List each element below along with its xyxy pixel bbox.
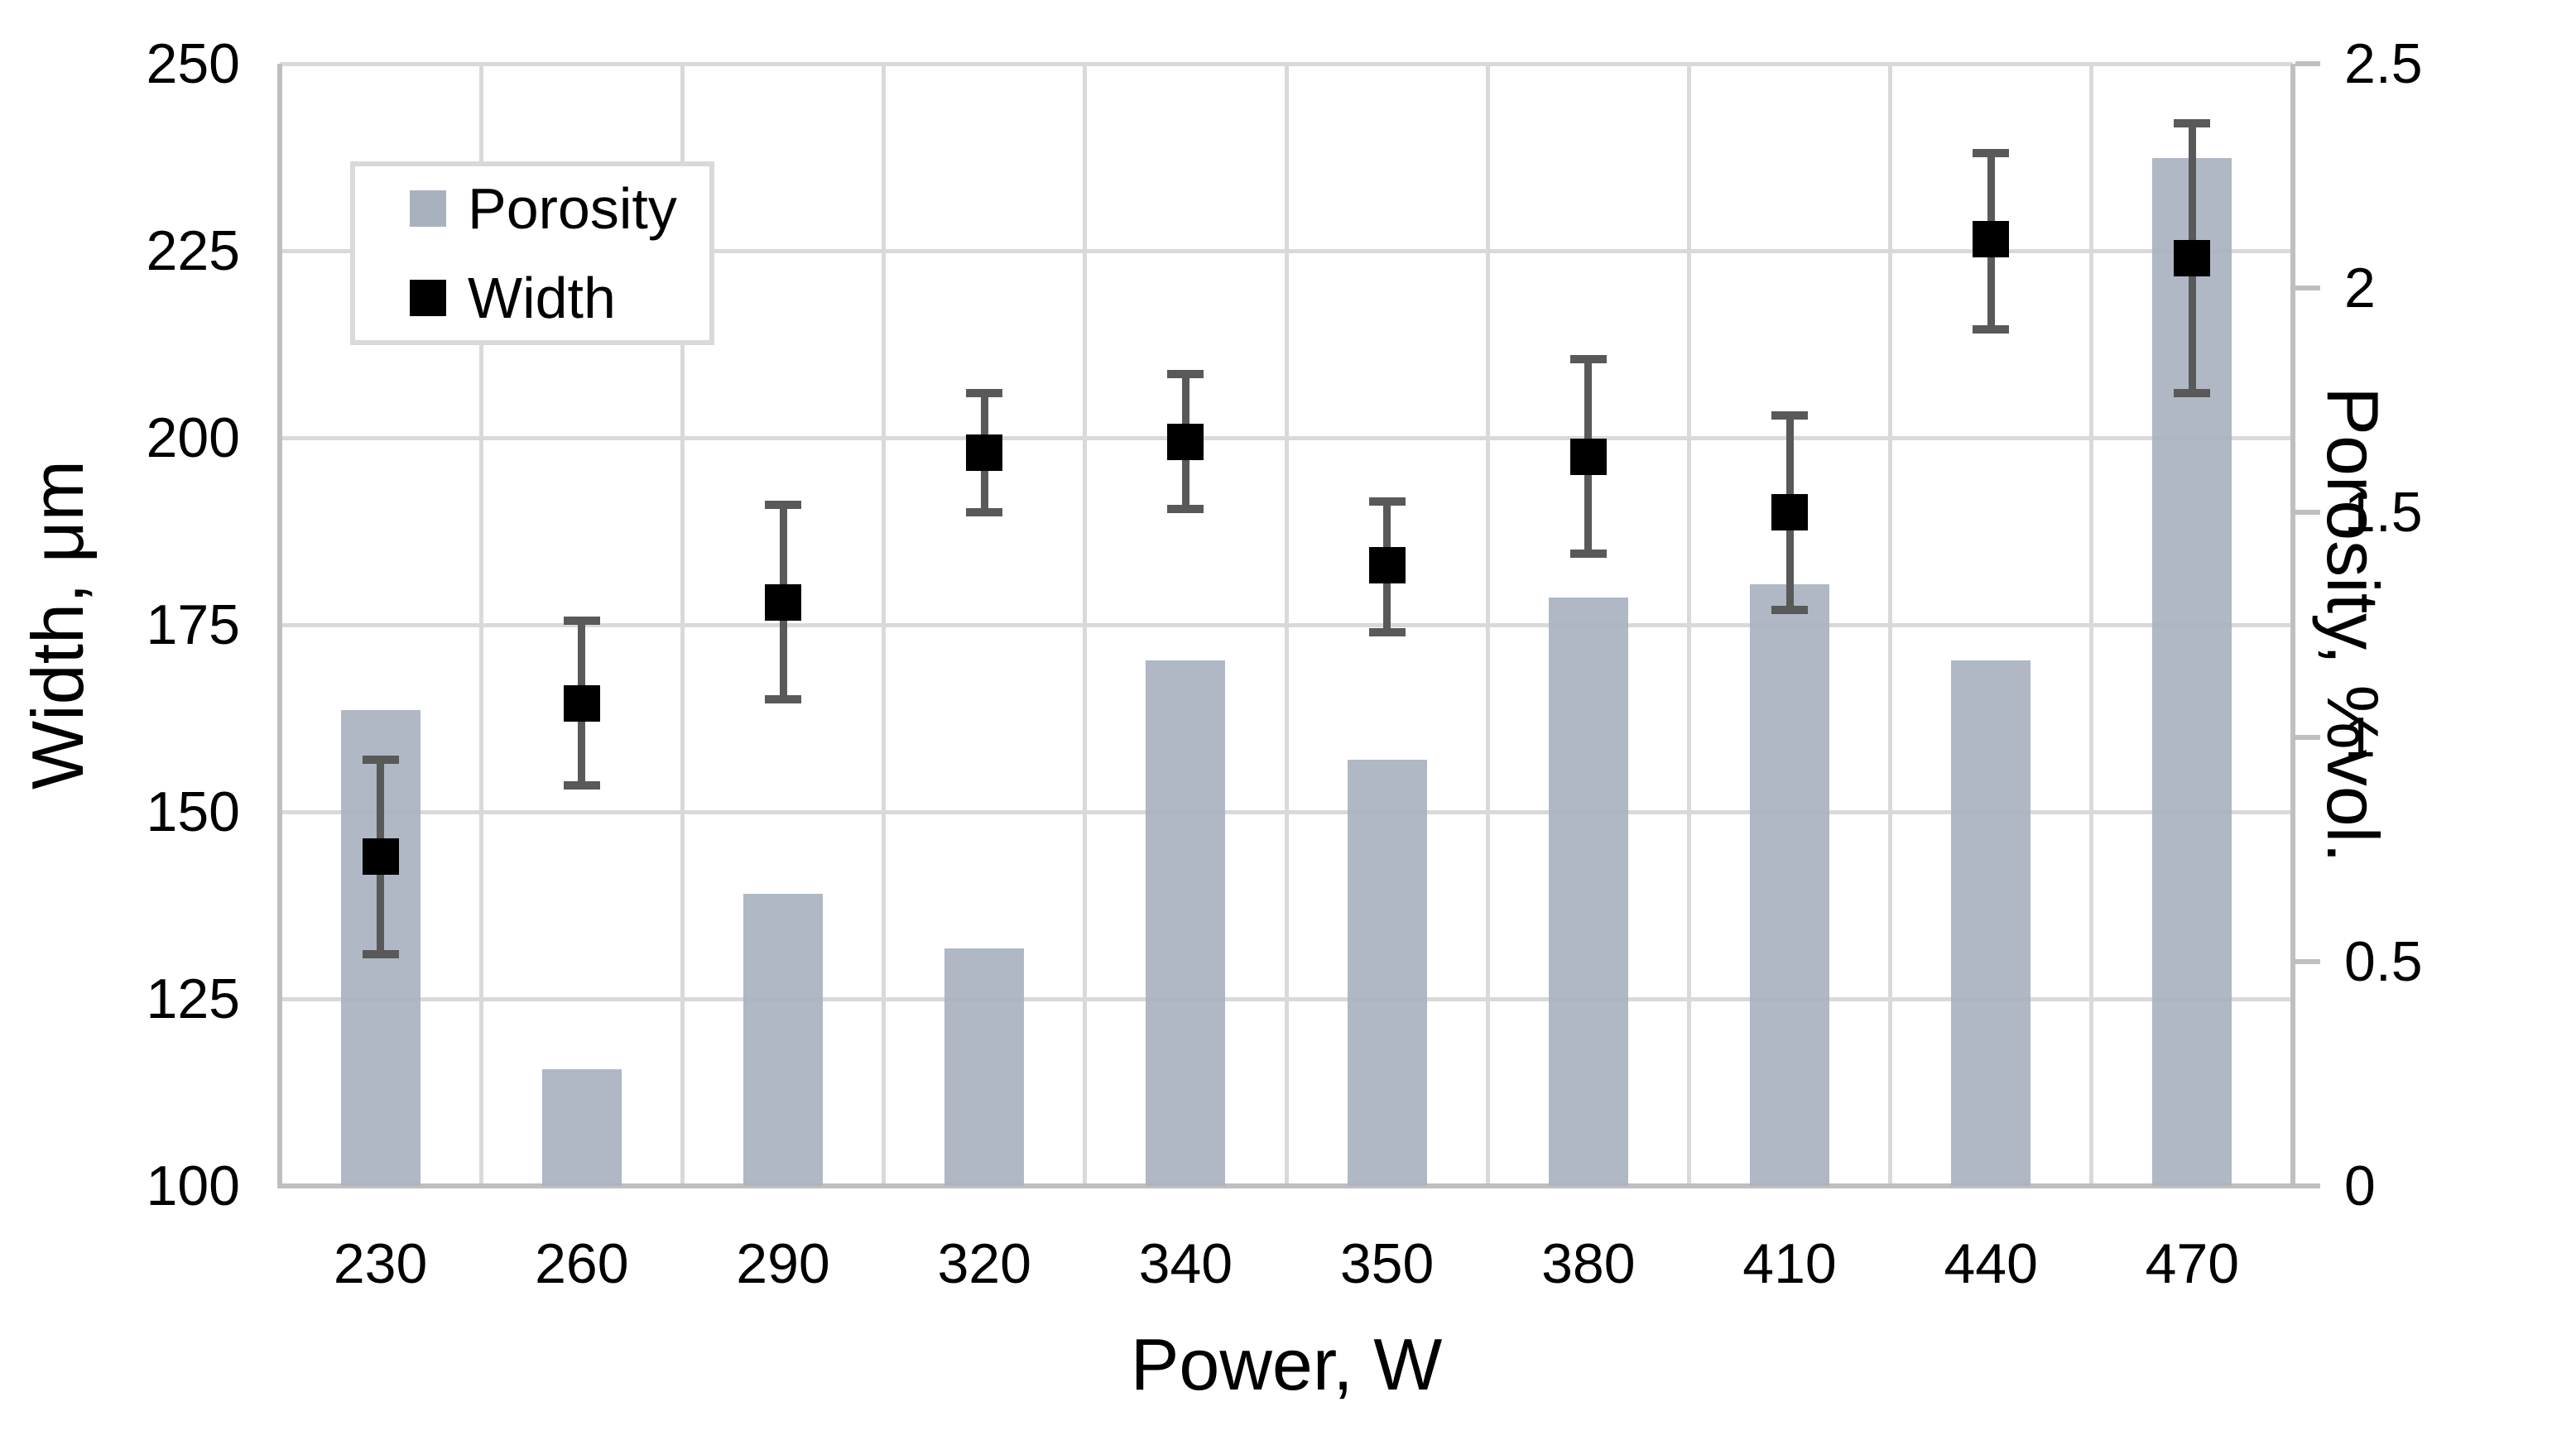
gridline-vertical xyxy=(882,64,887,1186)
y-left-tick-label: 175 xyxy=(146,593,240,656)
legend-item-width: Width xyxy=(410,269,709,327)
y-left-tick-label: 250 xyxy=(146,32,240,95)
right-axis-tick xyxy=(2295,958,2320,964)
width-error-cap-bottom xyxy=(1569,550,1607,559)
x-axis-title: Power, W xyxy=(1130,1323,1443,1405)
width-marker xyxy=(765,583,801,621)
y-right-tick-label: 2.5 xyxy=(2344,32,2423,95)
y-left-tick-label: 100 xyxy=(146,1154,240,1217)
width-error-cap-top xyxy=(1167,370,1204,379)
width-marker xyxy=(1771,494,1808,531)
porosity-bar xyxy=(1347,759,1427,1186)
porosity-bar xyxy=(1146,660,1226,1186)
width-error-cap-top xyxy=(1771,410,1808,420)
y-right-tick-label: 0.5 xyxy=(2344,929,2423,993)
x-tick-label: 230 xyxy=(333,1232,428,1295)
width-marker xyxy=(1569,438,1607,475)
porosity-bar xyxy=(1750,584,1829,1186)
width-error-cap-top xyxy=(966,388,1003,397)
x-tick-label: 440 xyxy=(1944,1232,2038,1295)
y-right-tick-label: 1.5 xyxy=(2344,481,2423,545)
width-marker xyxy=(1368,546,1406,583)
width-marker xyxy=(1167,423,1204,460)
right-axis-tick xyxy=(2295,510,2320,516)
legend-label-width: Width xyxy=(468,266,616,330)
left-axis-line xyxy=(277,64,282,1188)
y-left-tick-label: 150 xyxy=(146,780,240,843)
gridline-vertical xyxy=(1485,64,1490,1186)
width-marker xyxy=(362,838,399,876)
gridline-vertical xyxy=(478,64,483,1186)
x-tick-label: 260 xyxy=(535,1232,629,1295)
width-error-cap-bottom xyxy=(1973,324,2010,334)
gridline-vertical xyxy=(1284,64,1289,1186)
porosity-bar xyxy=(743,894,823,1186)
y-right-tick-label: 0 xyxy=(2344,1154,2376,1217)
gridline-vertical xyxy=(680,64,685,1186)
x-tick-label: 340 xyxy=(1138,1232,1233,1295)
width-swatch-icon xyxy=(410,280,446,316)
plot-area xyxy=(277,61,2320,1188)
porosity-bar xyxy=(1951,660,2031,1186)
width-error-cap-bottom xyxy=(563,781,600,790)
width-error-cap-top xyxy=(2174,119,2211,128)
width-error-cap-bottom xyxy=(2174,388,2211,397)
right-axis-tick xyxy=(2295,286,2320,291)
width-error-cap-top xyxy=(563,617,600,626)
width-error-cap-bottom xyxy=(765,695,801,704)
gridline-vertical xyxy=(1888,64,1893,1186)
width-error-cap-bottom xyxy=(362,949,399,958)
gridline-vertical xyxy=(1083,64,1088,1186)
width-error-cap-bottom xyxy=(1771,605,1808,614)
x-tick-label: 380 xyxy=(1541,1232,1636,1295)
x-axis-line xyxy=(277,1183,2295,1188)
width-error-cap-top xyxy=(362,755,399,764)
x-tick-label: 410 xyxy=(1742,1232,1837,1295)
width-marker xyxy=(2174,240,2211,277)
y-right-tick-label: 1 xyxy=(2344,705,2376,769)
right-axis-tick xyxy=(2295,734,2320,740)
y-left-tick-label: 225 xyxy=(146,219,240,282)
porosity-swatch-icon xyxy=(410,190,446,227)
legend-item-porosity: Porosity xyxy=(410,180,709,238)
gridline-vertical xyxy=(2089,64,2094,1186)
width-marker xyxy=(966,434,1003,472)
width-error-cap-top xyxy=(1973,149,2010,158)
right-axis-tick xyxy=(2295,1183,2320,1188)
right-axis-line xyxy=(2290,64,2295,1188)
y-right-tick-label: 2 xyxy=(2344,257,2376,320)
porosity-bar xyxy=(1548,598,1628,1186)
x-tick-label: 470 xyxy=(2145,1232,2240,1295)
width-marker xyxy=(563,684,600,722)
width-error-cap-bottom xyxy=(966,508,1003,517)
legend-label-porosity: Porosity xyxy=(468,176,677,241)
right-axis-tick xyxy=(2295,61,2320,66)
width-error-cap-top xyxy=(1368,497,1406,506)
right-axis-title: Porosity, %vol. xyxy=(2312,386,2394,863)
x-tick-label: 320 xyxy=(937,1232,1031,1295)
y-left-tick-label: 200 xyxy=(146,406,240,469)
legend: Porosity Width xyxy=(350,161,714,345)
x-tick-label: 350 xyxy=(1339,1232,1435,1295)
y-left-tick-label: 125 xyxy=(146,967,240,1030)
width-marker xyxy=(1973,221,2010,258)
porosity-bar xyxy=(944,948,1025,1186)
width-error-cap-top xyxy=(765,501,801,510)
width-error-cap-top xyxy=(1569,355,1607,364)
porosity-bar xyxy=(541,1068,622,1186)
width-error-cap-bottom xyxy=(1368,628,1406,637)
x-tick-label: 290 xyxy=(736,1232,830,1295)
gridline-vertical xyxy=(1686,64,1691,1186)
width-error-cap-bottom xyxy=(1167,504,1204,513)
